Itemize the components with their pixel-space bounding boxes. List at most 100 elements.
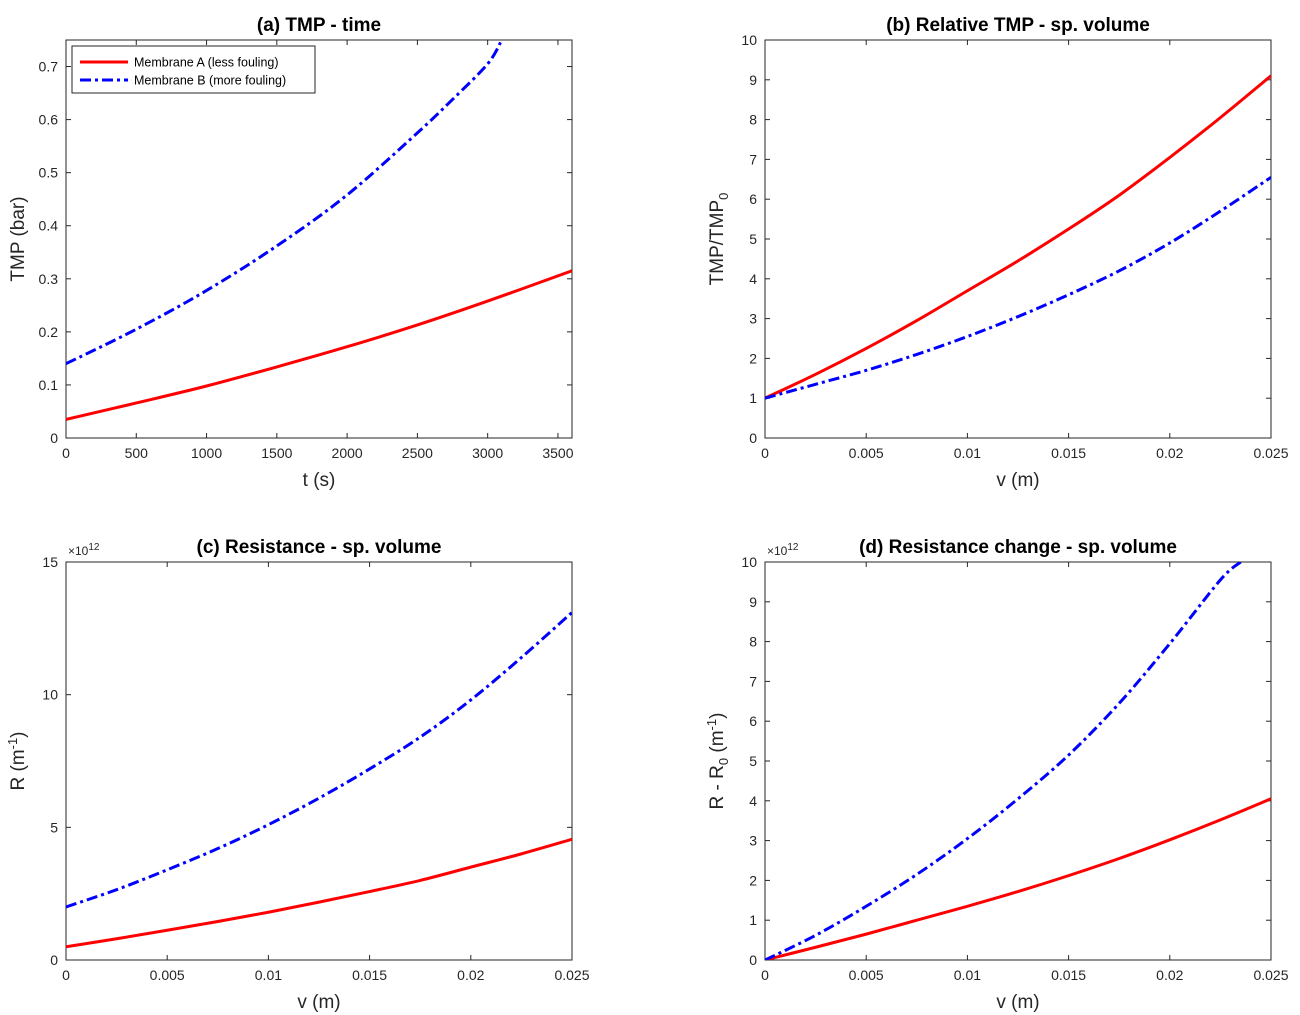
- y-axis-label-part: (m: [707, 730, 728, 757]
- y-axis-label-part: -1: [704, 719, 719, 731]
- x-tick-label: 0.005: [849, 967, 884, 983]
- series-line-membrane-b: [765, 176, 1271, 400]
- y-tick-label: 5: [749, 231, 757, 247]
- y-tick-label: 4: [749, 271, 757, 287]
- y-tick-label: 15: [42, 554, 58, 570]
- x-tick-label: 500: [125, 445, 149, 461]
- x-axis-label: v (m): [996, 470, 1039, 491]
- y-tick-label: 8: [749, 112, 757, 128]
- y-tick-label: 0: [50, 952, 58, 968]
- series-line-membrane-a: [66, 837, 572, 949]
- axes-box: [764, 561, 1272, 961]
- x-tick-label: 0.025: [1253, 445, 1288, 461]
- y-tick-label: 0.1: [39, 377, 59, 393]
- y-tick-label: 0.7: [39, 59, 59, 75]
- x-tick-label: 3000: [472, 445, 503, 461]
- x-tick-label: 0: [62, 445, 70, 461]
- x-tick-label: 0.02: [1156, 445, 1183, 461]
- series-line-membrane-b: [765, 562, 1242, 960]
- y-axis-label: R (m-1): [5, 731, 29, 790]
- x-tick-label: 0.01: [954, 967, 981, 983]
- series-line-membrane-a: [765, 74, 1271, 400]
- y-axis-label-part: ): [8, 731, 29, 737]
- x-tick-label: 1000: [191, 445, 222, 461]
- y-tick-label: 1: [749, 390, 757, 406]
- y-exponent-base: ×10: [767, 544, 788, 558]
- chart-title: (c) Resistance - sp. volume: [197, 537, 442, 558]
- y-tick-label: 0: [50, 430, 58, 446]
- series-line-membrane-a: [66, 269, 572, 421]
- legend-label: Membrane B (more fouling): [134, 74, 286, 88]
- y-exponent-power: 12: [88, 542, 100, 553]
- y-tick-label: 3: [749, 833, 757, 849]
- axes-box: [764, 39, 1272, 439]
- y-axis-label-part: -1: [5, 738, 20, 750]
- x-axis-label: v (m): [297, 992, 340, 1013]
- y-tick-label: 0: [749, 430, 757, 446]
- y-axis-label-part: R - R: [707, 765, 728, 809]
- x-tick-label: 0.015: [1051, 967, 1086, 983]
- y-tick-label: 0.6: [39, 112, 59, 128]
- legend-box: [71, 45, 316, 94]
- y-tick-label: 2: [749, 872, 757, 888]
- x-tick-label: 0.025: [1253, 967, 1288, 983]
- chart-title: (a) TMP - time: [257, 15, 381, 36]
- y-exponent-label: ×1012: [68, 542, 100, 558]
- x-axis-label: t (s): [303, 470, 336, 491]
- y-tick-label: 0.3: [39, 271, 59, 287]
- y-axis-label-part: 0: [716, 193, 731, 200]
- legend: Membrane A (less fouling) Membrane B (mor…: [71, 45, 316, 94]
- y-tick-label: 3: [749, 311, 757, 327]
- y-axis-label: TMP (bar): [8, 196, 29, 281]
- y-tick-label: 0.2: [39, 324, 59, 340]
- x-tick-label: 0.005: [849, 445, 884, 461]
- chart-panel-4: 0 0.005 0.01 0.015 0.02 0.025012345678910(d) …: [704, 537, 1289, 1013]
- y-axis-label-part: ): [707, 713, 728, 719]
- y-tick-label: 4: [749, 793, 757, 809]
- y-axis-label-part: 0: [716, 758, 731, 765]
- chart-panel-1: 0 500 1000 1500 2000 2500 3000 3500 0 0.1 0.2 0.3 0.…: [8, 15, 574, 491]
- y-tick-label: 0.5: [39, 165, 59, 181]
- y-tick-label: 8: [749, 634, 757, 650]
- chart-panel-3: 0 0.005 0.01 0.015 0.02 0.025 0 5 10 15 (c) Resist…: [5, 537, 590, 1013]
- y-axis-label-part: R (m: [8, 749, 29, 790]
- series-line-membrane-b: [66, 40, 504, 366]
- x-tick-label: 0.02: [457, 967, 484, 983]
- y-tick-label: 0.4: [39, 218, 59, 234]
- x-tick-label: 0.015: [352, 967, 387, 983]
- x-tick-label: 0.01: [954, 445, 981, 461]
- y-exponent-label: ×1012: [767, 542, 799, 558]
- y-tick-label: 9: [749, 72, 757, 88]
- y-tick-label: 9: [749, 594, 757, 610]
- legend-label: Membrane A (less fouling): [134, 56, 279, 70]
- x-tick-label: 3500: [542, 445, 573, 461]
- y-tick-label: 7: [749, 151, 757, 167]
- chart-title: (d) Resistance change - sp. volume: [859, 537, 1177, 558]
- x-tick-label: 0: [761, 445, 769, 461]
- y-axis-label: R - R0 (m-1): [704, 713, 731, 810]
- y-exponent-power: 12: [787, 542, 799, 553]
- x-tick-label: 2500: [402, 445, 433, 461]
- y-tick-label: 2: [749, 350, 757, 366]
- chart-panel-2: 0 0.005 0.01 0.015 0.02 0.025 0 1 2 3 4 5 6 7 8 9 10 (b) …: [707, 15, 1289, 491]
- x-tick-label: 0.02: [1156, 967, 1183, 983]
- y-tick-label: 7: [749, 673, 757, 689]
- axes-box: [65, 561, 573, 961]
- y-tick-label: 6: [749, 191, 757, 207]
- y-tick-label: 5: [749, 753, 757, 769]
- y-exponent-base: ×10: [68, 544, 89, 558]
- x-tick-label: 2000: [332, 445, 363, 461]
- y-axis-label: TMP/TMP0: [707, 193, 731, 286]
- y-tick-label: 1: [749, 912, 757, 928]
- x-tick-label: 0: [62, 967, 70, 983]
- y-tick-label: 0: [749, 952, 757, 968]
- x-tick-label: 0.005: [150, 967, 185, 983]
- x-tick-label: 0.01: [255, 967, 282, 983]
- x-tick-label: 0.025: [554, 967, 589, 983]
- y-tick-label: 6: [749, 713, 757, 729]
- y-tick-label: 10: [741, 554, 757, 570]
- x-tick-label: 0.015: [1051, 445, 1086, 461]
- axes-box: [65, 39, 573, 439]
- y-tick-label: 5: [50, 819, 58, 835]
